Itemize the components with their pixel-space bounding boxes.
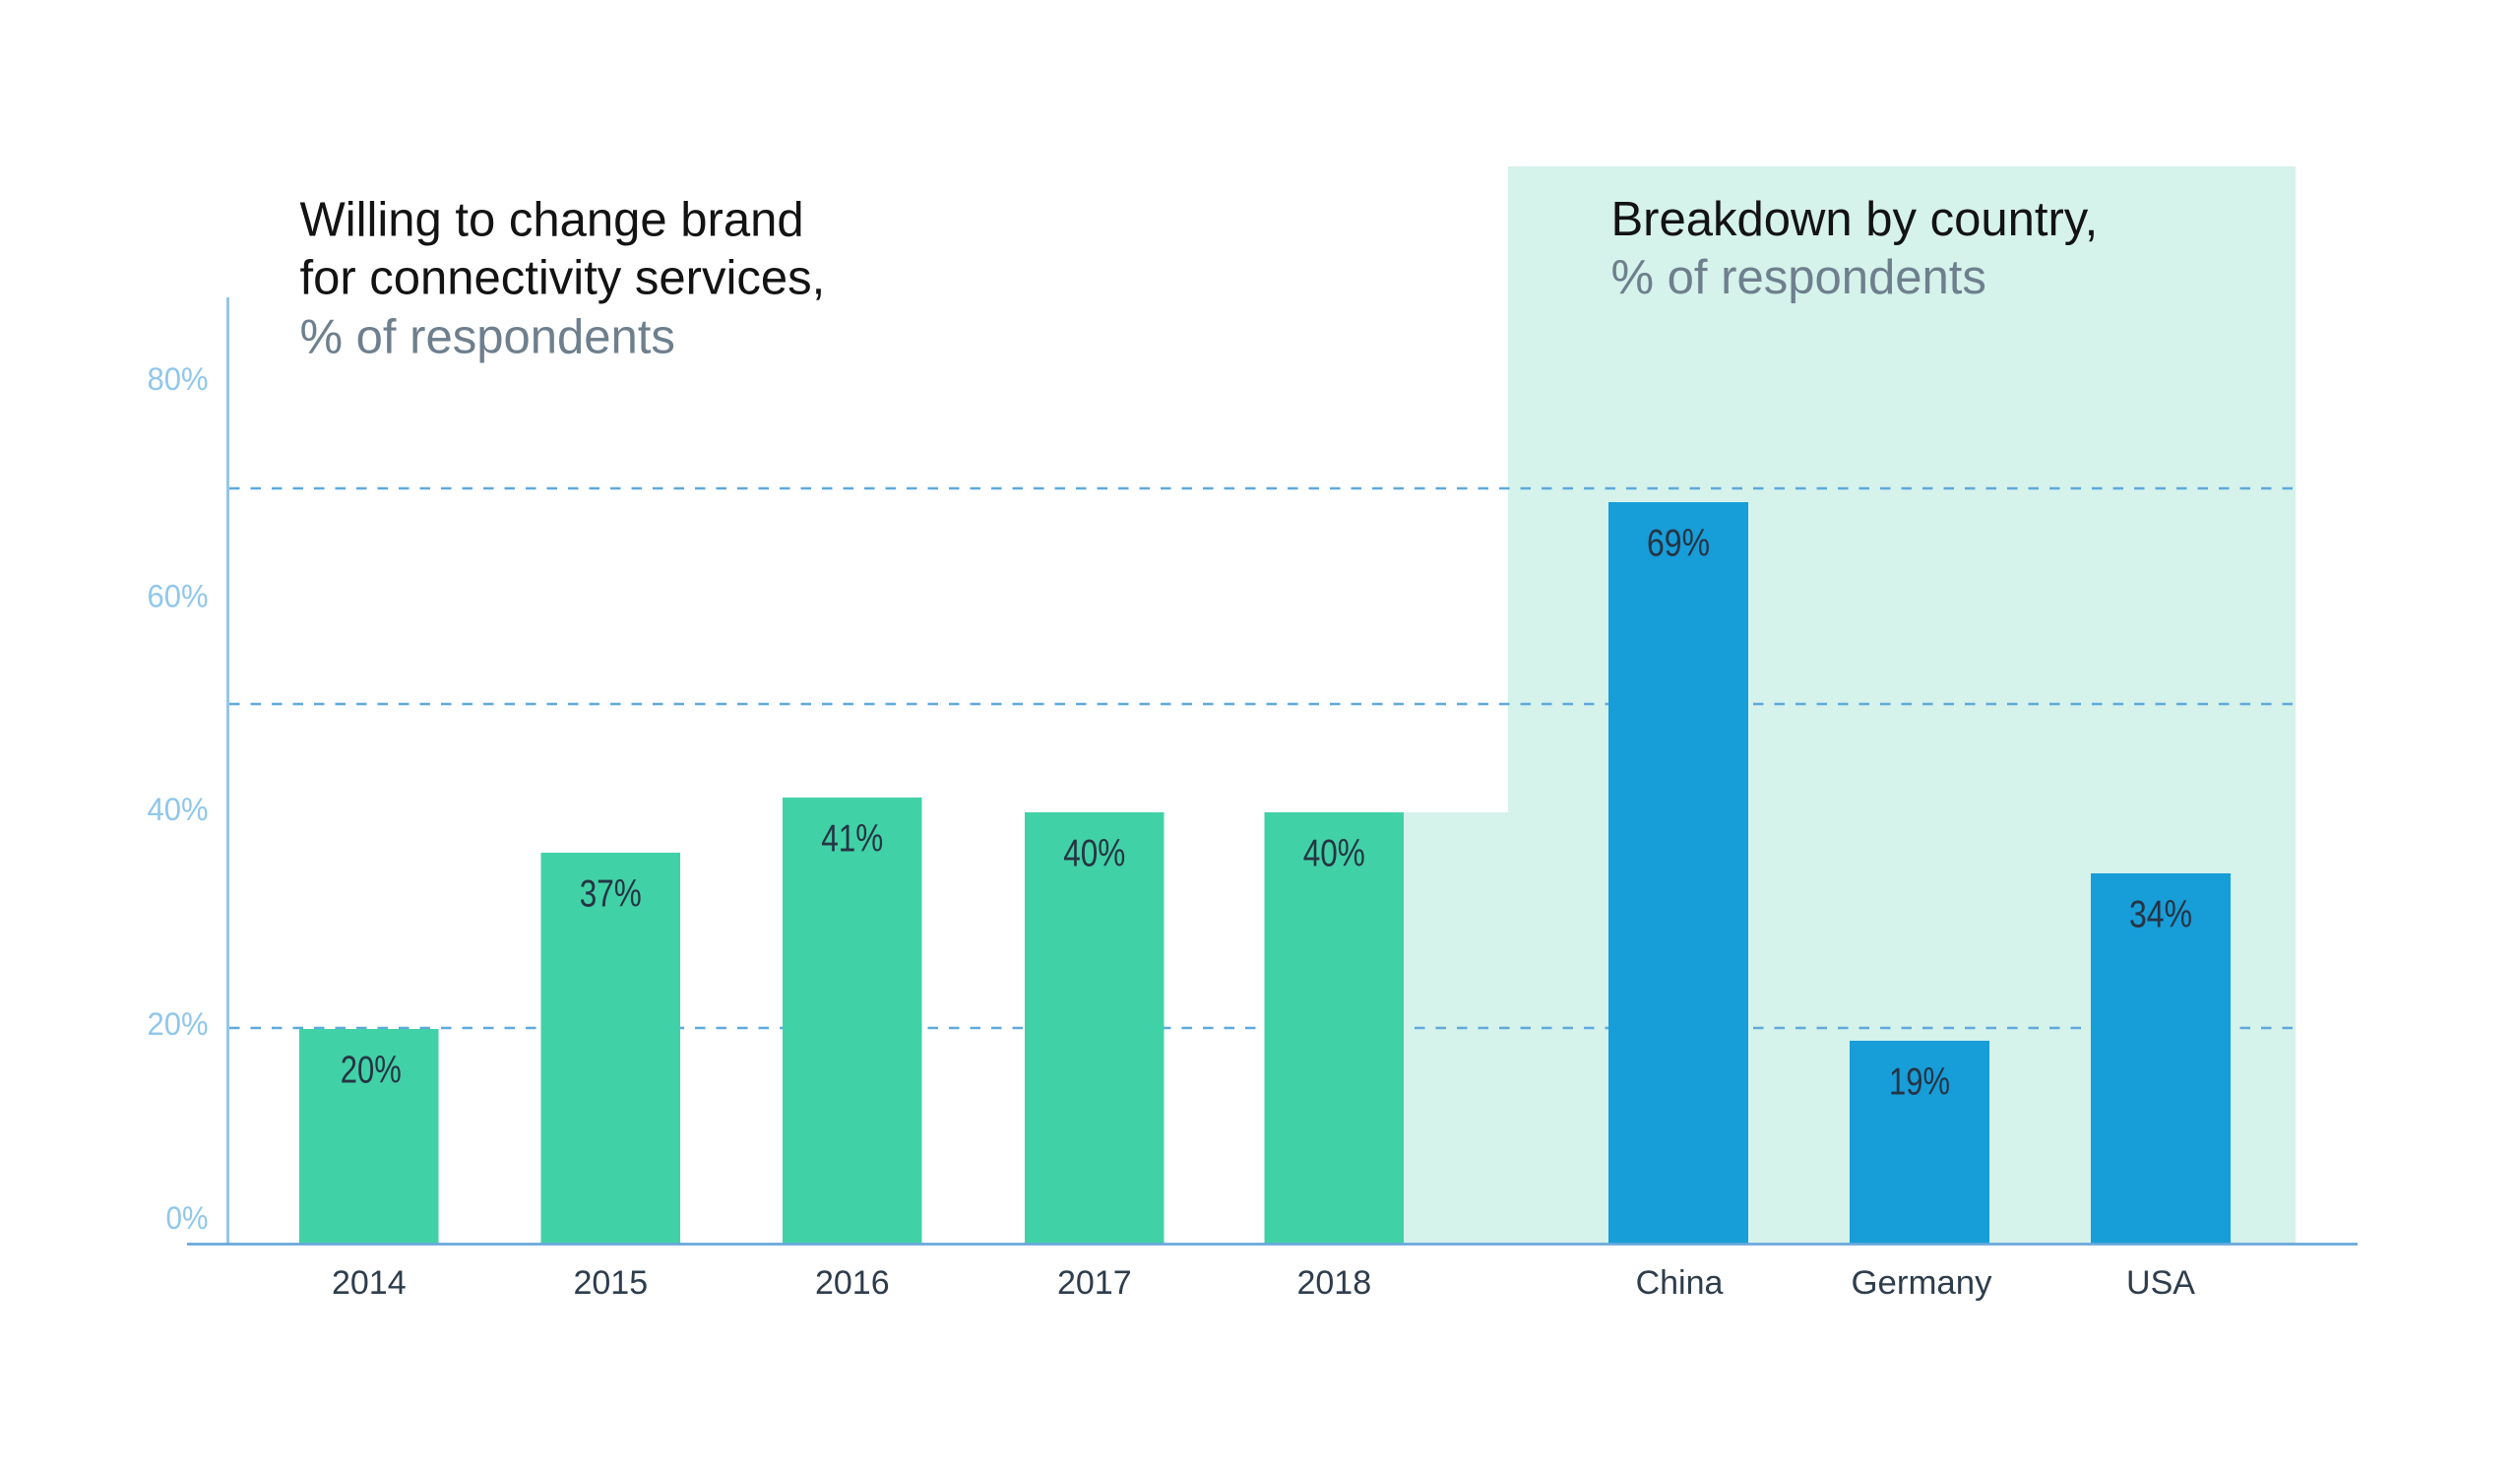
svg-text:% of respondents: % of respondents — [1611, 251, 1986, 304]
svg-text:China: China — [1636, 1264, 1724, 1302]
svg-text:2018: 2018 — [1296, 1264, 1371, 1302]
svg-text:% of respondents: % of respondents — [300, 311, 675, 364]
svg-text:Germany: Germany — [1852, 1264, 1992, 1302]
svg-text:60%: 60% — [148, 578, 209, 613]
svg-text:Willing to change brand: Willing to change brand — [300, 193, 804, 246]
svg-text:2017: 2017 — [1057, 1264, 1132, 1302]
svg-text:80%: 80% — [148, 361, 209, 397]
svg-text:20%: 20% — [148, 1006, 209, 1042]
svg-text:37%: 37% — [580, 873, 642, 916]
svg-text:2016: 2016 — [815, 1264, 890, 1302]
svg-text:40%: 40% — [1303, 833, 1365, 875]
svg-text:40%: 40% — [148, 792, 209, 827]
svg-text:40%: 40% — [1063, 833, 1125, 875]
svg-text:Breakdown by country,: Breakdown by country, — [1611, 193, 2099, 246]
svg-text:20%: 20% — [341, 1050, 402, 1092]
svg-text:19%: 19% — [1889, 1061, 1950, 1104]
svg-text:USA: USA — [2126, 1264, 2195, 1302]
svg-text:2015: 2015 — [573, 1264, 648, 1302]
svg-text:0%: 0% — [166, 1200, 209, 1236]
svg-text:for connectivity services,: for connectivity services, — [300, 251, 826, 304]
svg-text:34%: 34% — [2129, 894, 2192, 936]
svg-text:41%: 41% — [821, 818, 883, 861]
svg-text:69%: 69% — [1647, 523, 1710, 565]
svg-text:2014: 2014 — [332, 1264, 407, 1302]
